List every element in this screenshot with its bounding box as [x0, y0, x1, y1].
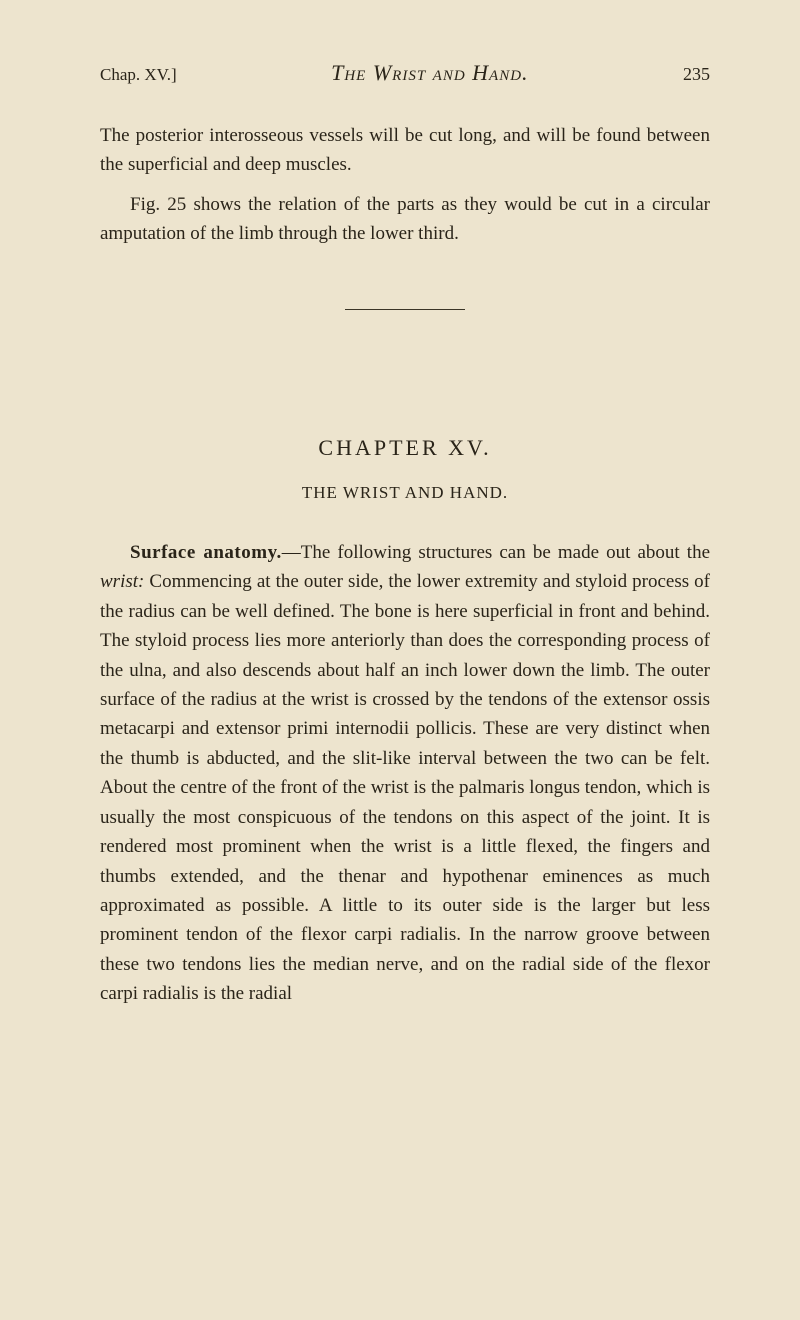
header-title: The Wrist and Hand. — [331, 60, 528, 86]
chapter-heading: CHAPTER XV. — [100, 435, 710, 461]
chapter-subheading: THE WRIST AND HAND. — [100, 483, 710, 503]
chapter-reference: Chap. XV.] — [100, 65, 177, 85]
page-number: 235 — [683, 64, 710, 85]
section-body-text: Commencing at the outer side, the lower … — [100, 571, 710, 1004]
body-paragraph: Surface anatomy.—The following structure… — [100, 538, 710, 1009]
intro-paragraph-1: The posterior interosseous vessels will … — [100, 121, 710, 180]
intro-paragraph-2: Fig. 25 shows the relation of the parts … — [100, 190, 710, 249]
section-lead-italic: wrist: — [100, 571, 144, 592]
section-divider — [345, 309, 465, 310]
running-header: Chap. XV.] The Wrist and Hand. 235 — [100, 60, 710, 86]
section-lead-bold: Surface anatomy. — [130, 542, 282, 563]
section-lead-text: —The following structures can be made ou… — [282, 542, 710, 563]
